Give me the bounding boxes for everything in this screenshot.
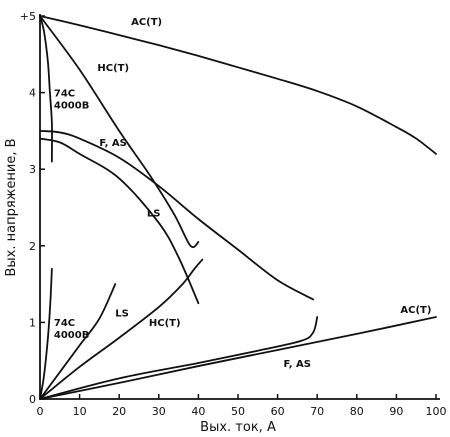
series-label: F, AS — [99, 138, 126, 149]
y-tick-label: 2 — [29, 240, 36, 253]
x-axis-label: Вых. ток, А — [200, 420, 276, 435]
x-tick-label: 30 — [152, 405, 166, 418]
curve-labels: AC(T) HC(T) 74C 4000B F, AS LS AC(T) F, AS HC(T)… — [54, 17, 432, 370]
x-tick-label: 10 — [73, 405, 87, 418]
axes — [39, 14, 440, 400]
series-label: LS — [147, 209, 161, 220]
series-label: 74C 4000B — [54, 88, 89, 111]
series-line — [39, 15, 437, 155]
y-tick-label: +5 — [20, 10, 36, 23]
x-tick-label: 80 — [350, 405, 364, 418]
series-label: AC(T) — [131, 17, 162, 28]
series-label: HC(T) — [149, 318, 181, 329]
y-tick-label: 4 — [29, 87, 36, 100]
series-line — [39, 137, 200, 305]
ticks: 0 10 20 30 40 50 60 70 80 90 100 0 1 2 3 4 +5 — [20, 10, 447, 418]
x-tick-label: 90 — [389, 405, 403, 418]
x-tick-label: 60 — [271, 405, 285, 418]
x-tick-label: 20 — [112, 405, 126, 418]
curves — [39, 15, 437, 400]
y-axis-label: Вых. напряжение, В — [4, 138, 19, 276]
series-label: HC(T) — [97, 63, 129, 74]
series-line — [39, 15, 53, 163]
x-tick-label: 70 — [310, 405, 324, 418]
x-tick-label: 0 — [37, 405, 44, 418]
x-tick-label: 50 — [231, 405, 245, 418]
series-line — [39, 130, 315, 301]
series-label: 74C 4000B — [54, 318, 89, 341]
series-label: AC(T) — [400, 305, 431, 316]
series-line — [39, 258, 204, 400]
series-line — [39, 316, 319, 400]
series-line — [39, 316, 437, 400]
x-tick-label: 100 — [426, 405, 447, 418]
series-line — [39, 15, 200, 249]
x-tick-label: 40 — [191, 405, 205, 418]
y-tick-label: 3 — [29, 163, 36, 176]
series-line — [39, 267, 53, 400]
y-tick-label: 0 — [29, 393, 36, 406]
y-tick-label: 1 — [29, 316, 36, 329]
series-line — [39, 283, 117, 400]
series-label: LS — [115, 308, 129, 319]
series-label: F, AS — [284, 359, 311, 370]
